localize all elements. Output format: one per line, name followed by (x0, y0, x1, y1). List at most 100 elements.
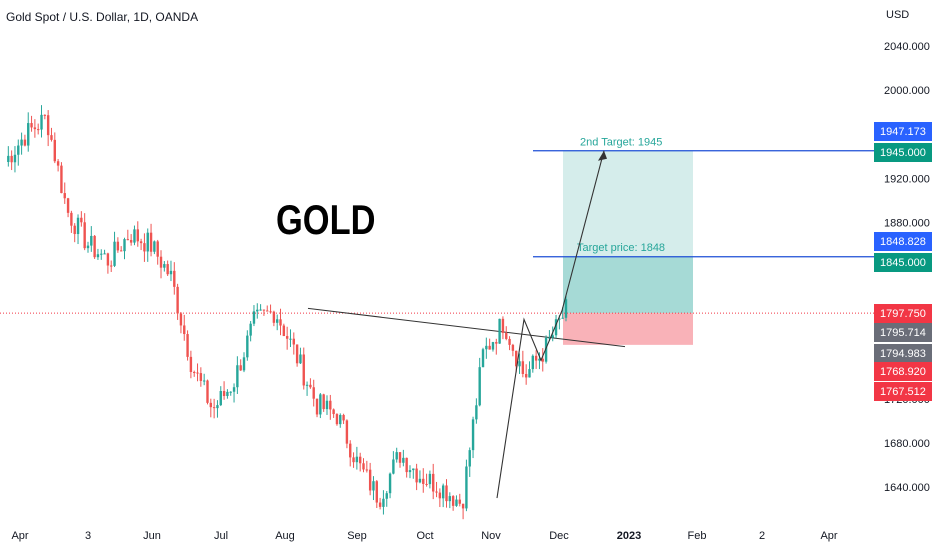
candle-body (475, 405, 478, 420)
projection-path (496, 150, 605, 499)
candle-body (249, 323, 252, 336)
candle-body (468, 450, 471, 467)
candle-body (272, 311, 276, 323)
candle-body (282, 325, 286, 337)
price-label-text: 1767.512 (880, 386, 926, 398)
candle-body (538, 358, 541, 361)
candle-body (96, 254, 100, 258)
candle-body (129, 239, 133, 243)
x-axis-tick-label: Aug (275, 530, 295, 542)
candle-body (554, 319, 558, 336)
price-label-box (874, 143, 932, 162)
candle-body (455, 499, 458, 506)
candle-body (199, 373, 203, 381)
candle-body (531, 355, 535, 370)
candle-body (252, 311, 256, 324)
candle-body (159, 256, 163, 268)
y-axis-tick-label: 2040.000 (884, 41, 930, 53)
price-label-text: 1947.173 (880, 126, 926, 138)
candle-body (368, 469, 372, 491)
candle-body (461, 503, 465, 509)
candle-body (66, 198, 70, 213)
candle-body (544, 337, 548, 362)
candle-body (103, 253, 106, 255)
candle-body (236, 365, 239, 388)
price-label-box (874, 344, 932, 363)
candle-body (202, 380, 206, 382)
candle-body (166, 264, 169, 275)
price-label-box (874, 232, 932, 251)
candle-body (471, 419, 475, 451)
annotation-target-price: Target price: 1848 (577, 242, 665, 254)
candle-body (329, 400, 332, 410)
candle-body (183, 325, 186, 335)
candle-body (36, 129, 40, 131)
candle-body (133, 229, 136, 243)
candle-body (422, 478, 425, 484)
x-axis-tick-label: Oct (416, 530, 433, 542)
price-label-box (874, 253, 932, 272)
candle-body (362, 463, 365, 470)
y-axis-tick-label: 1920.000 (884, 173, 930, 185)
candle-body (169, 270, 173, 275)
x-axis-tick-label: Sep (347, 530, 367, 542)
candle-body (375, 481, 378, 503)
price-label-text: 1848.828 (880, 236, 926, 248)
candle-body (558, 318, 561, 320)
candle-body (269, 311, 272, 313)
candle-body (505, 332, 508, 339)
chart-watermark: GOLD (276, 196, 376, 243)
candle-body (206, 380, 209, 403)
candle-body (33, 127, 37, 130)
candle-body (521, 361, 525, 374)
candle-body (315, 398, 319, 415)
candle-body (50, 135, 53, 140)
y-axis-tick-label: 1680.000 (884, 438, 930, 450)
candle-body (196, 372, 199, 374)
candle-body (319, 394, 322, 415)
x-axis-tick-label: Jul (214, 530, 228, 542)
candle-body (335, 414, 339, 425)
candle-body (418, 478, 422, 483)
projection-arrowhead (598, 150, 607, 161)
candle-body (70, 212, 73, 226)
candle-body (173, 270, 176, 287)
candle-body (388, 473, 392, 494)
candle-body (23, 139, 27, 146)
candle-body (189, 356, 193, 372)
candle-body (266, 310, 269, 312)
candle-body (352, 457, 355, 463)
candle-body (139, 241, 143, 244)
candle-body (156, 241, 159, 257)
candle-body (451, 496, 455, 506)
annotation-2nd-target: 2nd Target: 1945 (580, 137, 662, 149)
candle-body (186, 334, 189, 357)
candle-body (126, 239, 130, 241)
candle-body (395, 452, 398, 460)
candle-body (93, 235, 96, 258)
price-label-box (874, 304, 932, 323)
candle-body (445, 485, 448, 502)
candle-body (149, 232, 153, 252)
candle-body (528, 369, 531, 378)
candle-body (90, 235, 93, 246)
candle-body (106, 253, 110, 266)
candle-body (27, 123, 30, 146)
y-axis-tick-label: 2000.000 (884, 85, 930, 97)
price-label-text: 1797.750 (880, 308, 926, 320)
candle-body (349, 443, 352, 458)
candle-body (76, 217, 80, 235)
candle-body (193, 371, 196, 373)
candle-body (402, 457, 405, 463)
price-label-box (874, 362, 932, 381)
price-label-text: 1795.714 (880, 327, 926, 339)
candle-body (495, 342, 498, 344)
candle-body (405, 457, 408, 473)
candle-body (332, 409, 335, 415)
candle-body (285, 336, 289, 339)
target-zone-upper (563, 150, 693, 257)
y-axis-tick-label: 1640.000 (884, 482, 930, 494)
candle-body (110, 265, 113, 267)
